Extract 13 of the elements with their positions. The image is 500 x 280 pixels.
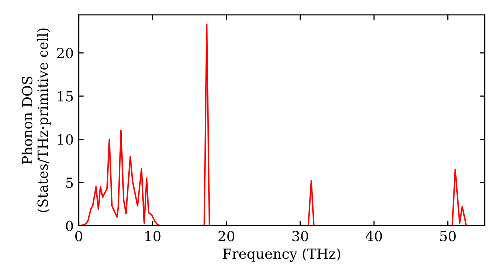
- y-tick-label: 5: [66, 178, 74, 188]
- x-tick-label: 20: [218, 231, 235, 242]
- y-tick-label: 20: [57, 48, 74, 59]
- y-tick-label: 10: [58, 134, 74, 146]
- x-axis-title: Frequency (THz): [223, 248, 340, 262]
- x-tick-label: 10: [146, 231, 161, 242]
- x-tick-label: 0: [75, 231, 82, 242]
- x-tick-label: 50: [440, 231, 456, 242]
- y-tick-label: 15: [58, 91, 74, 102]
- y-tick-label: 0: [66, 220, 74, 232]
- y-axis-title: Phonon DOS (States/THz·primitive cell): [22, 28, 51, 212]
- x-tick-label: 30: [292, 231, 308, 242]
- x-tick-label: 40: [366, 231, 382, 242]
